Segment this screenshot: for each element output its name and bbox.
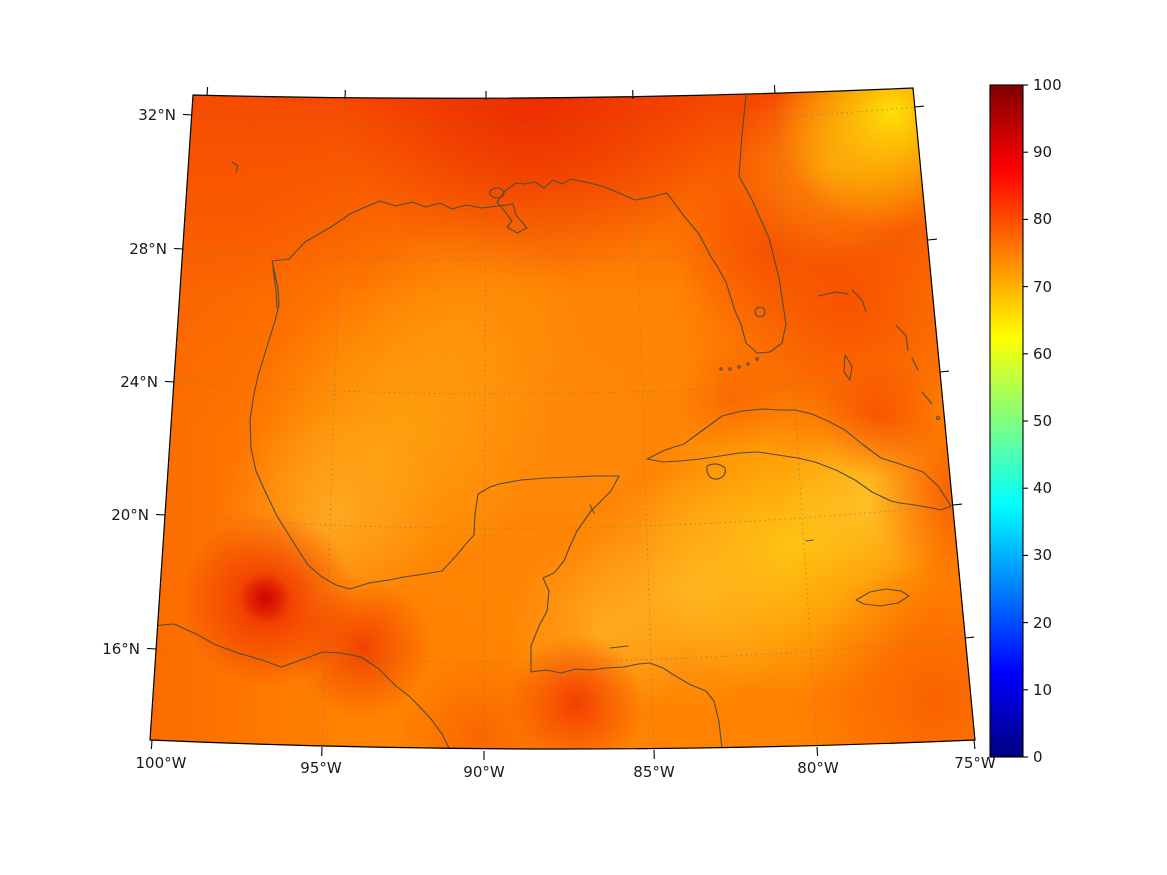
island-isle-of-youth [706,463,726,480]
lon-tick-label: 75°W [954,754,996,772]
tick-mark [973,739,976,750]
lat-ticks-right [914,105,975,639]
colorbar-tick-label: 80 [1033,210,1052,228]
island-grand-bahama [817,291,849,297]
lake-pontchartrain [489,187,505,199]
island-cozumel [589,504,595,514]
laguna-madre [272,267,278,309]
colorbar-tick-label: 70 [1033,278,1052,296]
island-long-island [921,391,933,405]
graticule [155,93,966,749]
colorbar: 100 90 80 70 60 50 40 30 20 10 0 [989,76,1062,766]
colorbar-tick-label: 60 [1033,345,1052,363]
tick-mark [173,247,184,250]
island-roatan [609,645,629,649]
lat-tick-label: 28°N [129,240,167,258]
island-andros [843,354,853,381]
colorbar-tick-label: 10 [1033,681,1052,699]
heat-field [150,88,975,749]
gridline-lat [173,371,941,395]
colorbar-tick-label: 30 [1033,546,1052,564]
colorbar-tick-label: 40 [1033,479,1052,497]
tick-mark [155,513,166,516]
gridline-lon [483,99,487,749]
lat-tick-labels: 32°N 28°N 24°N 20°N 16°N [102,106,176,658]
tick-mark [952,503,963,506]
lon-tick-label: 85°W [633,763,675,781]
tick-mark [816,746,819,757]
gridline-lat [155,637,966,663]
tick-mark [914,105,925,108]
lat-tick-label: 20°N [111,506,149,524]
tick-mark [206,86,209,97]
island-cat [911,357,919,371]
colorbar-tick-label: 90 [1033,143,1052,161]
gridline-lon [774,93,818,748]
island-eleuthera [895,324,909,351]
florida-key [746,362,750,366]
tick-mark [146,647,157,650]
island-hispaniola-edge [967,537,975,546]
heat-blob [150,88,975,749]
florida-key [719,367,723,371]
lat-tick-label: 24°N [120,373,158,391]
tick-mark [150,739,153,750]
island-abaco [851,289,867,313]
lon-tick-labels: 100°W 95°W 90°W 85°W 80°W 75°W [136,754,996,781]
tick-mark [773,84,776,95]
island-crooked [935,415,941,421]
lat-tick-label: 16°N [102,640,140,658]
lon-tick-label: 95°W [300,759,342,777]
tick-mark [939,370,950,373]
gridline-lat [164,504,954,529]
island-cayman [805,539,814,542]
gridline-lon [321,98,346,748]
florida-key [737,365,741,369]
colorbar-tick-labels: 100 90 80 70 60 50 40 30 20 10 0 [1033,76,1062,766]
florida-key [755,357,759,361]
island-cuba [646,408,952,511]
florida-key [728,367,732,371]
gridline-lat [182,239,929,261]
tick-mark [182,113,193,116]
colorbar-tick-label: 20 [1033,614,1052,632]
lon-ticks-bottom [150,739,976,760]
lon-tick-label: 100°W [136,754,187,772]
colorbar-gradient [989,84,1024,758]
colorbar-ticks [1023,84,1028,758]
coastlines [150,94,975,749]
lon-ticks-top [206,84,776,100]
tick-mark [964,636,975,639]
tick-mark [927,238,938,241]
tick-mark [164,380,175,383]
gridline-lon [632,98,655,749]
inland-lake [231,161,239,173]
lat-ticks-left [146,113,193,650]
colorbar-tick-label: 0 [1033,748,1043,766]
lon-tick-label: 90°W [463,763,505,781]
lake-okeechobee [754,306,766,318]
lat-tick-label: 32°N [138,106,176,124]
coastline-pacific-mexico [150,623,451,749]
colorbar-tick-label: 50 [1033,412,1052,430]
lon-tick-label: 80°W [797,759,839,777]
gridline-lat [191,106,916,127]
colorbar-tick-label: 100 [1033,76,1062,94]
island-jamaica [855,588,910,607]
axis-ticks [146,84,976,760]
coastline-north-america-gulf [249,94,787,749]
